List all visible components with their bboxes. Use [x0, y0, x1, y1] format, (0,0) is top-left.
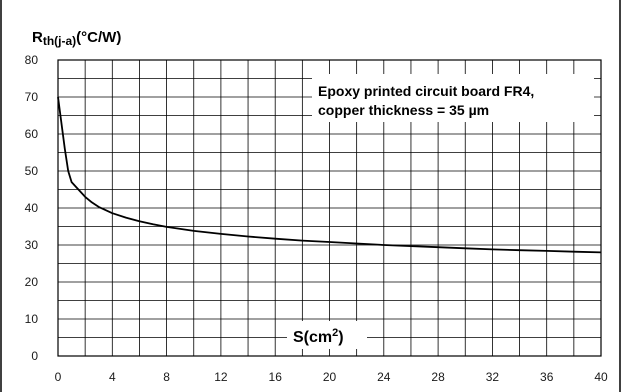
- series-line-rth: [57, 96, 602, 254]
- x-tick-label: 20: [323, 370, 337, 384]
- y-tick-labels: 0 10 20 30 40 50 60 70 80: [25, 53, 39, 363]
- x-axis-title-box: S(cm2): [287, 321, 367, 349]
- x-tick-label: 40: [594, 370, 608, 384]
- x-tick-label: 0: [55, 370, 62, 384]
- y-axis-title: Rth(j-a)(°C/W): [32, 29, 121, 48]
- y-tick-label: 50: [25, 164, 39, 178]
- annotation-box: Epoxy printed circuit board FR4, copper …: [312, 74, 594, 122]
- y-tick-label: 40: [25, 201, 39, 215]
- annotation-line-1: Epoxy printed circuit board FR4,: [318, 83, 534, 99]
- y-tick-label: 0: [31, 349, 38, 363]
- x-tick-label: 8: [163, 370, 170, 384]
- x-tick-label: 12: [214, 370, 228, 384]
- y-tick-label: 60: [25, 127, 39, 141]
- annotation-line-2: copper thickness = 35 µm: [318, 102, 489, 118]
- curve-layer: [57, 96, 602, 254]
- y-tick-label: 30: [25, 238, 39, 252]
- x-tick-labels: 0 4 8 12 16 20 24 28 32 36 40: [55, 370, 608, 384]
- x-tick-label: 24: [377, 370, 391, 384]
- y-tick-label: 20: [25, 275, 39, 289]
- y-tick-label: 10: [25, 312, 39, 326]
- x-tick-label: 16: [269, 370, 283, 384]
- x-tick-label: 28: [431, 370, 445, 384]
- plot-border: [57, 59, 602, 357]
- x-tick-label: 32: [486, 370, 500, 384]
- y-tick-label: 80: [25, 53, 39, 67]
- x-axis-title: S(cm2): [293, 327, 344, 346]
- x-tick-label: 36: [540, 370, 554, 384]
- x-tick-label: 4: [109, 370, 116, 384]
- y-tick-label: 70: [25, 90, 39, 104]
